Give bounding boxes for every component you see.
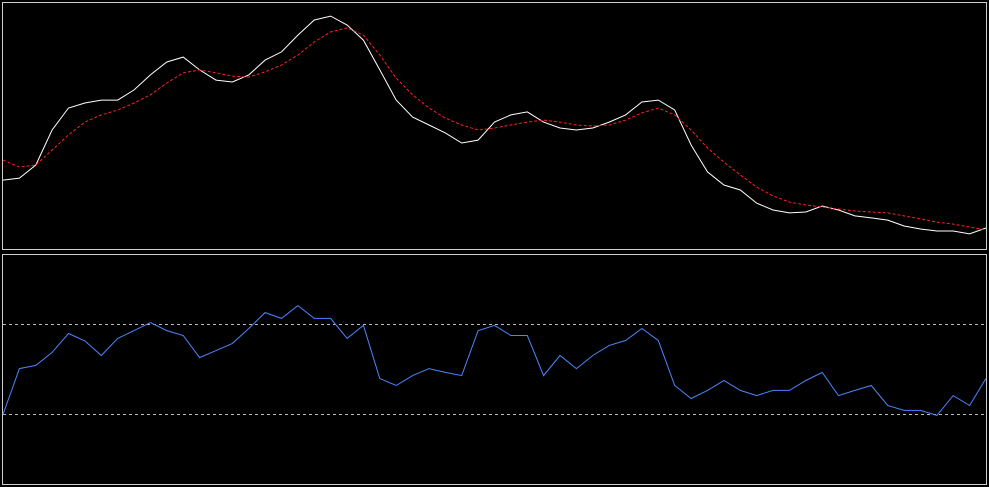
series-line: [2, 15, 987, 235]
panel-frame: [2, 2, 987, 250]
series-line: [2, 304, 987, 416]
panel-frame: [2, 254, 987, 485]
series-line: [2, 27, 987, 231]
